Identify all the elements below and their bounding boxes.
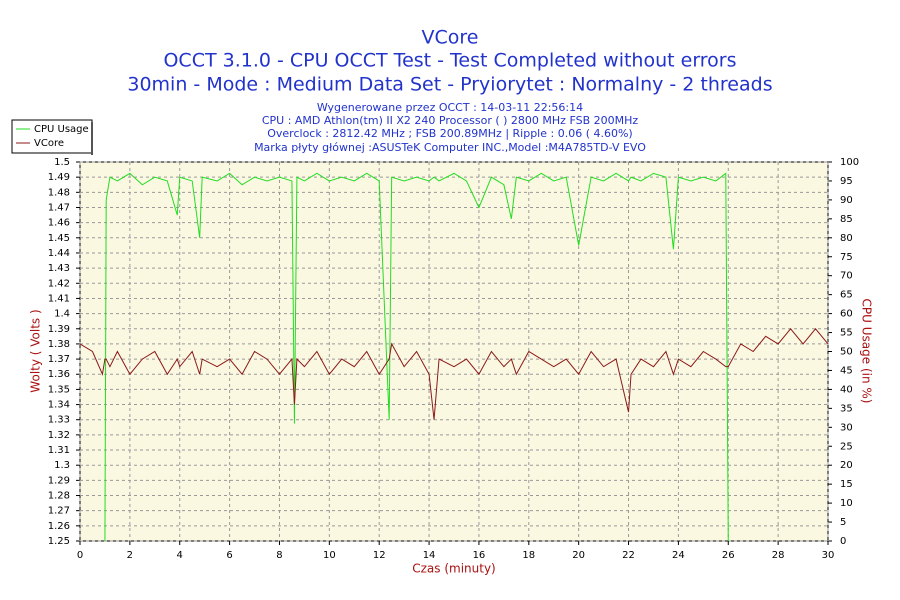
x-tick-label: 16 — [473, 550, 486, 561]
y-tick-label: 1.41 — [48, 293, 70, 304]
y-tick-label: 1.46 — [48, 218, 70, 229]
y2-tick-label: 75 — [840, 252, 853, 263]
y2-tick-label: 25 — [840, 441, 853, 452]
y-tick-label: 1.44 — [48, 248, 70, 259]
x-tick-label: 18 — [522, 550, 535, 561]
y-tick-label: 1.4 — [54, 309, 70, 320]
y-tick-label: 1.34 — [48, 400, 70, 411]
y-tick-label: 1.47 — [48, 202, 70, 213]
legend-label: CPU Usage — [34, 124, 89, 135]
info-line: Overclock : 2812.42 MHz ; FSB 200.89MHz … — [267, 127, 632, 140]
y-tick-label: 1.38 — [48, 339, 70, 350]
y2-tick-label: 10 — [840, 498, 853, 509]
info-line: Marka płyty głównej :ASUSTeK Computer IN… — [254, 141, 646, 154]
y2-tick-label: 55 — [840, 328, 853, 339]
chart-subtitle: 30min - Mode : Medium Data Set - Pryiory… — [127, 74, 772, 96]
x-tick-label: 26 — [722, 550, 735, 561]
x-axis-label: Czas (minuty) — [412, 562, 496, 576]
x-tick-label: 24 — [672, 550, 685, 561]
x-tick-label: 8 — [276, 550, 282, 561]
y2-tick-label: 90 — [840, 195, 853, 206]
y-tick-label: 1.28 — [48, 491, 70, 502]
y2-axis-label: CPU Usage (in %) — [860, 299, 874, 404]
y-tick-label: 1.25 — [48, 536, 70, 547]
legend-box — [11, 119, 93, 154]
legend-label: VCore — [34, 138, 64, 149]
y2-tick-label: 5 — [840, 517, 846, 528]
y-tick-label: 1.36 — [48, 369, 70, 380]
y-tick-label: 1.48 — [48, 187, 70, 198]
y2-tick-label: 40 — [840, 384, 853, 395]
x-tick-label: 6 — [226, 550, 232, 561]
y2-tick-label: 60 — [840, 309, 853, 320]
y-tick-label: 1.49 — [48, 172, 70, 183]
y2-tick-label: 0 — [840, 536, 846, 547]
x-tick-label: 22 — [622, 550, 635, 561]
series-line — [104, 172, 729, 542]
y2-tick-label: 45 — [840, 365, 853, 376]
x-tick-label: 20 — [572, 550, 585, 561]
y-tick-label: 1.43 — [48, 263, 70, 274]
y-tick-label: 1.27 — [48, 506, 70, 517]
y2-tick-label: 15 — [840, 479, 853, 490]
y-tick-label: 1.26 — [48, 521, 70, 532]
y2-tick-label: 80 — [840, 233, 853, 244]
x-tick-label: 4 — [177, 550, 183, 561]
y2-tick-label: 70 — [840, 271, 853, 282]
info-line: CPU : AMD Athlon(tm) II X2 240 Processor… — [262, 114, 639, 127]
y-tick-label: 1.35 — [48, 384, 70, 395]
chart-title: VCore — [422, 27, 479, 49]
y-tick-label: 1.37 — [48, 354, 70, 365]
y2-tick-label: 95 — [840, 176, 853, 187]
x-tick-label: 30 — [822, 550, 835, 561]
y-tick-label: 1.42 — [48, 278, 70, 289]
y-tick-label: 1.45 — [48, 233, 70, 244]
x-tick-label: 28 — [772, 550, 785, 561]
y2-tick-label: 100 — [840, 157, 859, 168]
y2-tick-label: 50 — [840, 347, 853, 358]
y2-tick-label: 65 — [840, 290, 853, 301]
y-tick-label: 1.29 — [48, 475, 70, 486]
y-tick-label: 1.31 — [48, 445, 70, 456]
y2-tick-label: 85 — [840, 214, 853, 225]
y-tick-label: 1.33 — [48, 415, 70, 426]
y2-tick-label: 35 — [840, 403, 853, 414]
x-tick-label: 0 — [77, 550, 83, 561]
y-tick-label: 1.39 — [48, 324, 70, 335]
y-tick-label: 1.5 — [54, 157, 70, 168]
y2-tick-label: 30 — [840, 422, 853, 433]
y-axis-label: Wolty ( Volts ) — [29, 309, 43, 392]
y2-tick-label: 20 — [840, 460, 853, 471]
x-tick-label: 10 — [323, 550, 336, 561]
x-tick-label: 12 — [373, 550, 386, 561]
x-tick-label: 2 — [127, 550, 133, 561]
y-tick-label: 1.3 — [54, 460, 70, 471]
info-line: Wygenerowane przez OCCT : 14-03-11 22:56… — [317, 101, 583, 114]
chart-subtitle: OCCT 3.1.0 - CPU OCCT Test - Test Comple… — [163, 50, 736, 72]
y-tick-label: 1.32 — [48, 430, 70, 441]
series-line — [79, 327, 829, 420]
x-tick-label: 14 — [423, 550, 436, 561]
